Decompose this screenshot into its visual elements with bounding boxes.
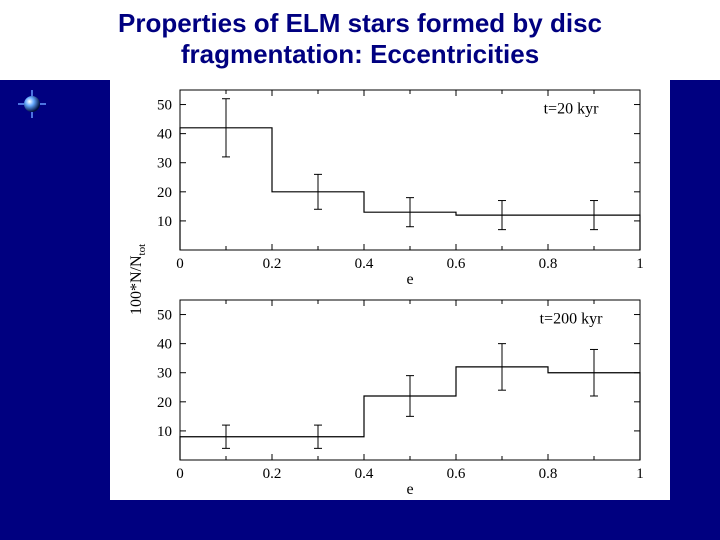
svg-text:40: 40 [157, 337, 172, 353]
svg-text:t=200 kyr: t=200 kyr [540, 310, 603, 327]
svg-text:0.8: 0.8 [539, 256, 558, 272]
svg-text:0.4: 0.4 [355, 256, 374, 272]
svg-text:0: 0 [176, 466, 184, 482]
svg-text:0.6: 0.6 [447, 256, 466, 272]
svg-text:0.8: 0.8 [539, 466, 558, 482]
svg-text:30: 30 [157, 366, 172, 382]
svg-text:0.6: 0.6 [447, 466, 466, 482]
histogram-panels: 0 0.2 0.4 0.6 0.8 1 10 20 30 40 50 t=20 kyr e 0 0.2 0.4… [110, 80, 670, 500]
svg-text:0.4: 0.4 [355, 466, 374, 482]
svg-text:e: e [406, 481, 413, 498]
y-axis-title: 100*N/Ntot [128, 244, 148, 315]
svg-text:1: 1 [636, 256, 644, 272]
svg-text:0.2: 0.2 [263, 256, 282, 272]
svg-text:10: 10 [157, 424, 172, 440]
svg-text:t=20 kyr: t=20 kyr [544, 100, 599, 117]
svg-text:1: 1 [636, 466, 644, 482]
svg-text:50: 50 [157, 98, 172, 114]
title-line-1: Properties of ELM stars formed by disc [118, 8, 602, 38]
svg-text:0.2: 0.2 [263, 466, 282, 482]
svg-text:20: 20 [157, 395, 172, 411]
title-line-2: fragmentation: Eccentricities [181, 39, 539, 69]
svg-text:30: 30 [157, 156, 172, 172]
bullet-orb [18, 90, 46, 118]
slide-title: Properties of ELM stars formed by disc f… [0, 0, 720, 80]
svg-text:e: e [406, 271, 413, 288]
svg-text:10: 10 [157, 214, 172, 230]
chart-area: 0 0.2 0.4 0.6 0.8 1 10 20 30 40 50 t=20 kyr e 0 0.2 0.4… [110, 80, 670, 500]
svg-text:50: 50 [157, 308, 172, 324]
svg-text:20: 20 [157, 185, 172, 201]
svg-text:40: 40 [157, 127, 172, 143]
svg-text:0: 0 [176, 256, 184, 272]
